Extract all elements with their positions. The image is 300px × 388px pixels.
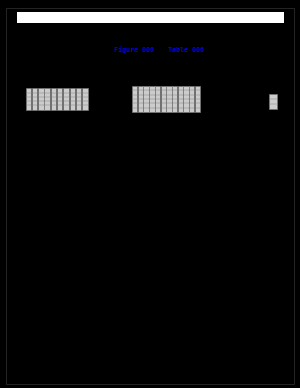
Bar (172, 86, 177, 112)
Bar (132, 86, 137, 112)
Bar (160, 86, 166, 112)
Bar (143, 86, 149, 112)
Bar (76, 88, 81, 110)
Bar (195, 86, 200, 112)
Bar (189, 86, 194, 112)
Bar (70, 88, 75, 110)
Bar (268, 94, 277, 109)
Bar (44, 88, 50, 110)
Bar (178, 86, 183, 112)
Bar (183, 86, 189, 112)
Bar (57, 88, 62, 110)
Bar (82, 88, 88, 110)
Bar (63, 88, 69, 110)
Bar (38, 88, 44, 110)
Bar (149, 86, 154, 112)
Bar (166, 86, 172, 112)
Bar (51, 88, 56, 110)
Text: Table 006: Table 006 (168, 47, 204, 53)
Bar (16, 12, 283, 23)
Bar (32, 88, 37, 110)
Bar (138, 86, 143, 112)
Text: Figure 006: Figure 006 (114, 46, 154, 53)
Bar (26, 88, 31, 110)
Bar (155, 86, 160, 112)
